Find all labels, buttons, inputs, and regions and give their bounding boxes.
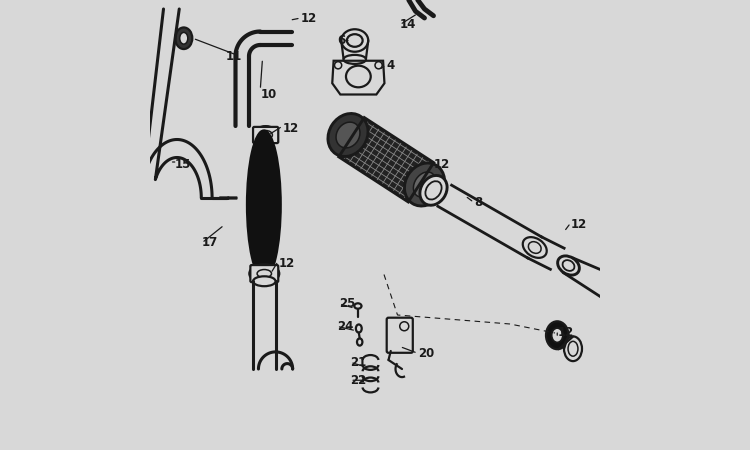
Text: 10: 10 [260, 88, 277, 101]
Ellipse shape [404, 163, 445, 206]
Text: 12: 12 [301, 12, 317, 24]
Ellipse shape [558, 256, 579, 275]
Ellipse shape [176, 27, 192, 49]
FancyBboxPatch shape [253, 127, 278, 143]
Ellipse shape [344, 55, 366, 64]
Ellipse shape [180, 32, 188, 44]
Text: 12: 12 [571, 219, 587, 231]
FancyBboxPatch shape [387, 318, 412, 353]
Text: 11: 11 [226, 50, 242, 63]
Text: 20: 20 [418, 347, 434, 360]
Ellipse shape [413, 172, 436, 197]
Text: 24: 24 [337, 320, 353, 333]
Text: 22: 22 [350, 374, 367, 387]
Ellipse shape [523, 237, 547, 258]
Polygon shape [340, 119, 433, 201]
Text: 12: 12 [557, 327, 574, 339]
Ellipse shape [247, 130, 280, 279]
Text: 14: 14 [400, 18, 416, 31]
Ellipse shape [254, 126, 278, 144]
Ellipse shape [562, 260, 574, 271]
Ellipse shape [546, 321, 568, 349]
FancyBboxPatch shape [251, 265, 278, 282]
Ellipse shape [328, 113, 368, 157]
Text: 25: 25 [339, 297, 356, 310]
Text: 4: 4 [386, 59, 394, 72]
Ellipse shape [336, 122, 360, 148]
Ellipse shape [250, 265, 279, 283]
Ellipse shape [420, 176, 447, 205]
Text: 6: 6 [338, 34, 346, 47]
Text: 12: 12 [433, 158, 450, 171]
Text: 21: 21 [350, 356, 367, 369]
Text: 12: 12 [278, 257, 295, 270]
Text: 17: 17 [202, 237, 218, 249]
Text: 15: 15 [175, 158, 191, 171]
Ellipse shape [354, 303, 362, 309]
Ellipse shape [564, 337, 582, 361]
Ellipse shape [551, 328, 562, 342]
Ellipse shape [253, 276, 275, 286]
Text: 8: 8 [474, 196, 482, 209]
Text: 12: 12 [283, 122, 299, 135]
Ellipse shape [341, 29, 368, 52]
Ellipse shape [528, 242, 542, 253]
Ellipse shape [425, 181, 442, 199]
